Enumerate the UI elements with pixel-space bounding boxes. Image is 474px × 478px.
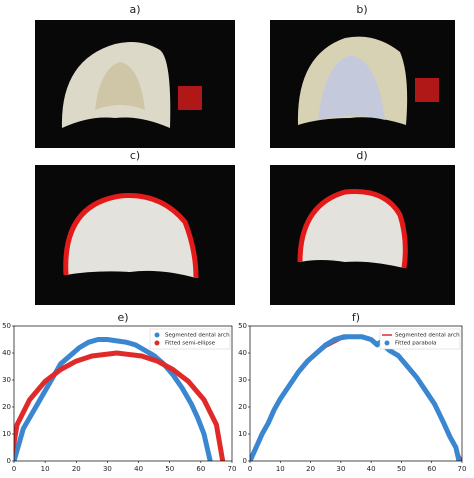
y-tick-label: 20 [2,403,11,411]
x-tick-label: 20 [306,465,315,473]
legend-box [379,328,461,350]
photo [35,20,235,148]
series-line [250,334,462,461]
y-tick-label: 30 [238,376,247,384]
legend-marker [154,332,160,338]
plot-frame [249,325,463,462]
x-tick-label: 70 [228,465,237,473]
chart-title: e) [117,311,128,324]
legend-label: Fitted parabola [395,341,436,347]
series-line [14,337,213,461]
y-tick-label: 20 [238,403,247,411]
legend-marker [384,340,390,346]
photo [270,165,455,305]
photo [35,165,235,305]
plot-frame [13,325,233,462]
y-tick-label: 40 [2,349,11,357]
legend-label: Segmented dental arch [395,333,460,339]
y-tick-label: 10 [2,430,11,438]
legend-label: Fitted semi-ellipse [165,341,216,347]
y-tick-label: 0 [243,457,247,465]
x-tick-label: 50 [165,465,174,473]
x-tick-label: 30 [336,465,345,473]
x-tick-label: 20 [72,465,81,473]
y-tick-label: 30 [2,376,11,384]
x-tick-label: 0 [12,465,16,473]
x-tick-label: 70 [458,465,467,473]
x-tick-label: 0 [248,465,252,473]
x-tick-label: 40 [367,465,376,473]
series-line [14,350,226,461]
x-tick-label: 10 [41,465,50,473]
x-tick-label: 10 [276,465,285,473]
panel-label: d) [356,149,367,162]
x-tick-label: 60 [427,465,436,473]
panel-label: b) [356,3,367,16]
y-tick-label: 50 [238,322,247,330]
chart-title: f) [352,311,360,324]
y-tick-label: 50 [2,322,11,330]
x-tick-label: 60 [196,465,205,473]
x-tick-label: 40 [134,465,143,473]
y-tick-label: 10 [238,430,247,438]
x-tick-label: 50 [397,465,406,473]
panel-label: a) [129,3,140,16]
legend-box [149,328,231,350]
y-tick-label: 40 [238,349,247,357]
legend-marker [154,340,160,346]
x-tick-label: 30 [103,465,112,473]
legend-label: Segmented dental arch [165,333,230,339]
panel-label: c) [130,149,140,162]
photo [270,20,455,148]
y-tick-label: 0 [7,457,11,465]
